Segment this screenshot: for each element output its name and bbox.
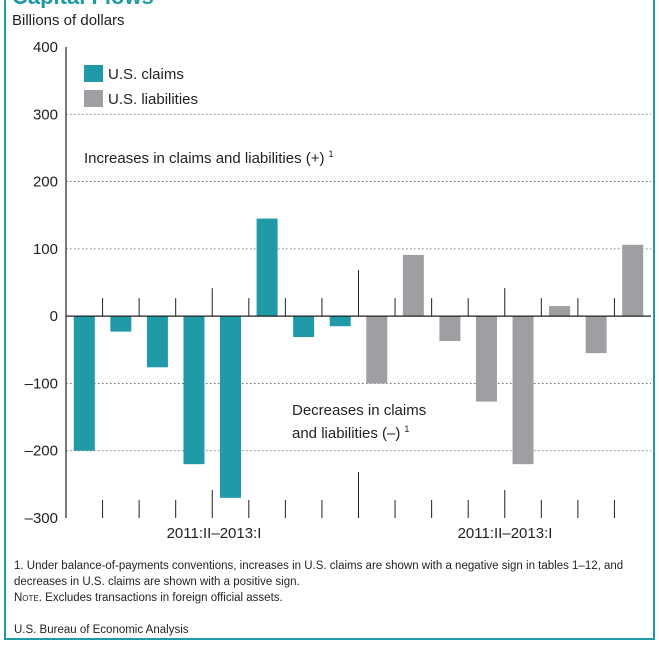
liabilities-bar <box>402 254 424 317</box>
claims-bar <box>73 316 95 451</box>
bar-chart: 400 300 200 100 0 –100 –200 –300 U.S. claims U.… <box>25 39 651 542</box>
increases-text: Increases in claims and liabilities (+) <box>84 150 325 167</box>
unit-label: Billions of dollars <box>12 12 125 29</box>
y-tick-label: –300 <box>25 510 58 527</box>
footnote-1: 1. Under balance-of-payments conventions… <box>14 560 624 588</box>
legend-label-liabilities: U.S. liabilities <box>108 91 198 108</box>
liabilities-bar <box>439 316 461 342</box>
y-tick-label: 300 <box>33 106 58 123</box>
y-tick-label: 400 <box>33 39 58 56</box>
claims-bar <box>183 316 205 465</box>
liabilities-bar <box>622 244 644 317</box>
gridlines <box>66 113 651 452</box>
claims-bar <box>110 316 132 332</box>
note-label: Note. <box>14 592 42 604</box>
header-strip: Capital Flows <box>6 0 657 8</box>
legend: U.S. claims U.S. liabilities <box>84 65 198 108</box>
note-line: Note. Excludes transactions in foreign o… <box>14 590 644 606</box>
legend-swatch-liabilities <box>84 90 103 107</box>
decreases-annotation-line1: Decreases in claims <box>292 402 426 419</box>
decreases-footnote-ref: 1 <box>404 424 409 434</box>
claims-bar <box>329 316 351 327</box>
liabilities-bar <box>585 316 607 354</box>
y-tick-label: –100 <box>25 375 58 392</box>
liabilities-bar <box>549 306 571 317</box>
bars <box>73 218 644 498</box>
increases-annotation: Increases in claims and liabilities (+) 1 <box>84 149 334 167</box>
note-text: Excludes transactions in foreign officia… <box>41 592 283 604</box>
period-label-liabilities: 2011:II–2013:I <box>458 525 553 542</box>
legend-swatch-claims <box>84 65 103 82</box>
liabilities-bar <box>475 316 497 402</box>
y-tick-label: 100 <box>33 241 58 258</box>
source-credit: U.S. Bureau of Economic Analysis <box>14 624 189 636</box>
y-tick-label: –200 <box>25 443 58 460</box>
legend-label-claims: U.S. claims <box>108 66 184 83</box>
y-tick-label: 0 <box>50 308 58 325</box>
period-label-claims: 2011:II–2013:I <box>167 525 262 542</box>
footnotes: 1. Under balance-of-payments conventions… <box>14 558 644 606</box>
claims-bar <box>220 316 242 498</box>
liabilities-bar <box>512 316 534 465</box>
liabilities-bar <box>366 316 388 384</box>
claims-bar <box>146 316 168 368</box>
y-axis-tick-labels: 400 300 200 100 0 –100 –200 –300 <box>25 39 58 527</box>
claims-bar <box>293 316 315 338</box>
y-tick-label: 200 <box>33 174 58 191</box>
claims-bar <box>256 218 278 317</box>
chart-frame: Capital Flows <box>4 0 655 640</box>
chart-header-title: Capital Flows <box>12 0 154 8</box>
increases-footnote-ref: 1 <box>329 149 334 159</box>
decreases-text: and liabilities (–) <box>292 425 400 442</box>
decreases-annotation-line2: and liabilities (–) 1 <box>292 424 409 442</box>
x-axis-ticks <box>102 270 615 518</box>
